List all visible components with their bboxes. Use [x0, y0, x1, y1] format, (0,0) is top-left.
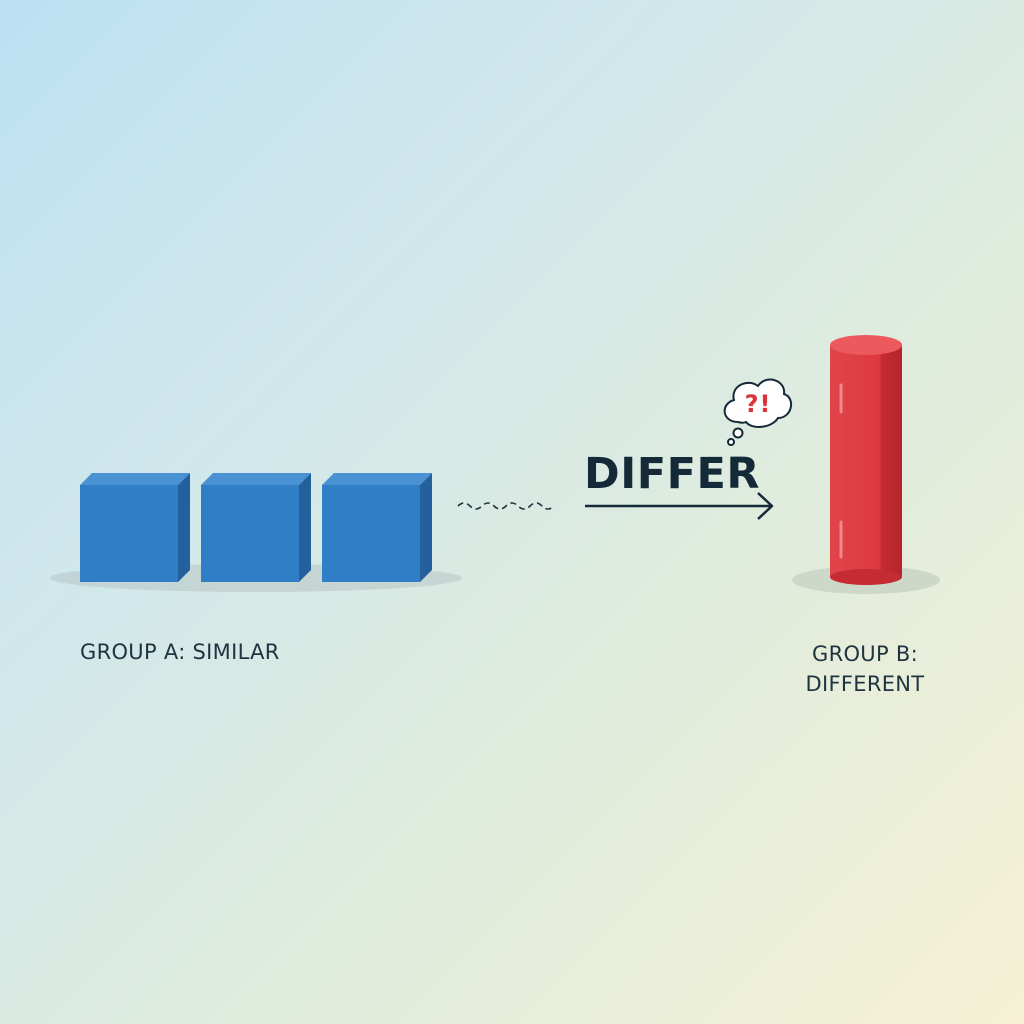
group-b-label-line1: GROUP B: [812, 642, 918, 666]
group-a-cube [322, 473, 432, 582]
group-a-label: GROUP A: SIMILAR [80, 640, 280, 664]
thought-bubble-text: ?! [744, 390, 772, 418]
differ-label: DIFFER [584, 449, 760, 499]
thought-bubble-icon [723, 378, 793, 446]
group-b-label-line2: DIFFERENT [805, 672, 925, 696]
group-a-cube [201, 473, 311, 582]
group-b-cylinder [830, 335, 902, 585]
group-b-label: GROUP B: DIFFERENT [780, 639, 950, 699]
wavy-connector-line [457, 502, 555, 510]
arrow-head-icon [757, 492, 774, 520]
group-a-cube [80, 473, 190, 582]
